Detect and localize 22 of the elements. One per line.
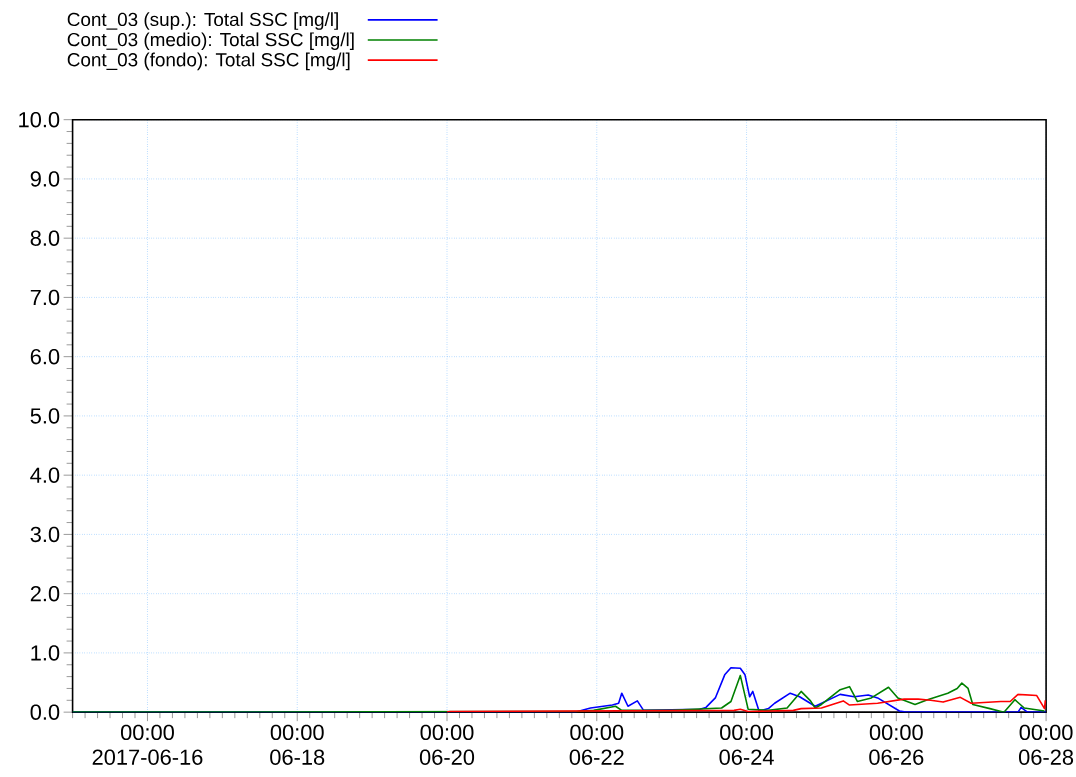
legend-label: Cont_03 (sup.): Total SSC [mg/l]	[67, 12, 338, 30]
x-tick-label: 00:00 06-18	[270, 724, 325, 765]
legend-label: Cont_03 (medio): Total SSC [mg/l]	[67, 32, 354, 50]
y-tick-label: 4.0	[30, 467, 60, 483]
y-tick-label: 9.0	[30, 171, 60, 187]
x-tick-label: 00:00 06-26	[869, 724, 924, 765]
x-tick-label: 00:00 06-24	[719, 724, 774, 765]
y-tick-label: 1.0	[31, 645, 60, 661]
y-tick-label: 5.0	[30, 408, 60, 424]
x-tick-label: 00:00 06-20	[419, 724, 475, 765]
legend-label: Cont_03 (fondo): Total SSC [mg/l]	[67, 52, 350, 71]
y-tick-label: 8.0	[30, 230, 60, 246]
y-tick-label: 6.0	[30, 348, 60, 365]
y-tick-label: 2.0	[30, 585, 60, 602]
y-tick-label: 7.0	[30, 289, 60, 306]
x-tick-label: 00:00 2017-06-16	[92, 724, 203, 765]
y-tick-label: 3.0	[30, 526, 60, 543]
x-tick-label: 00:00 06-22	[569, 724, 624, 765]
line-series	[446, 693, 1047, 713]
y-tick-label: 10.0	[19, 111, 60, 128]
x-tick-label: 00:00 06-28	[1018, 724, 1074, 765]
y-tick-label: 0.0	[30, 704, 60, 720]
